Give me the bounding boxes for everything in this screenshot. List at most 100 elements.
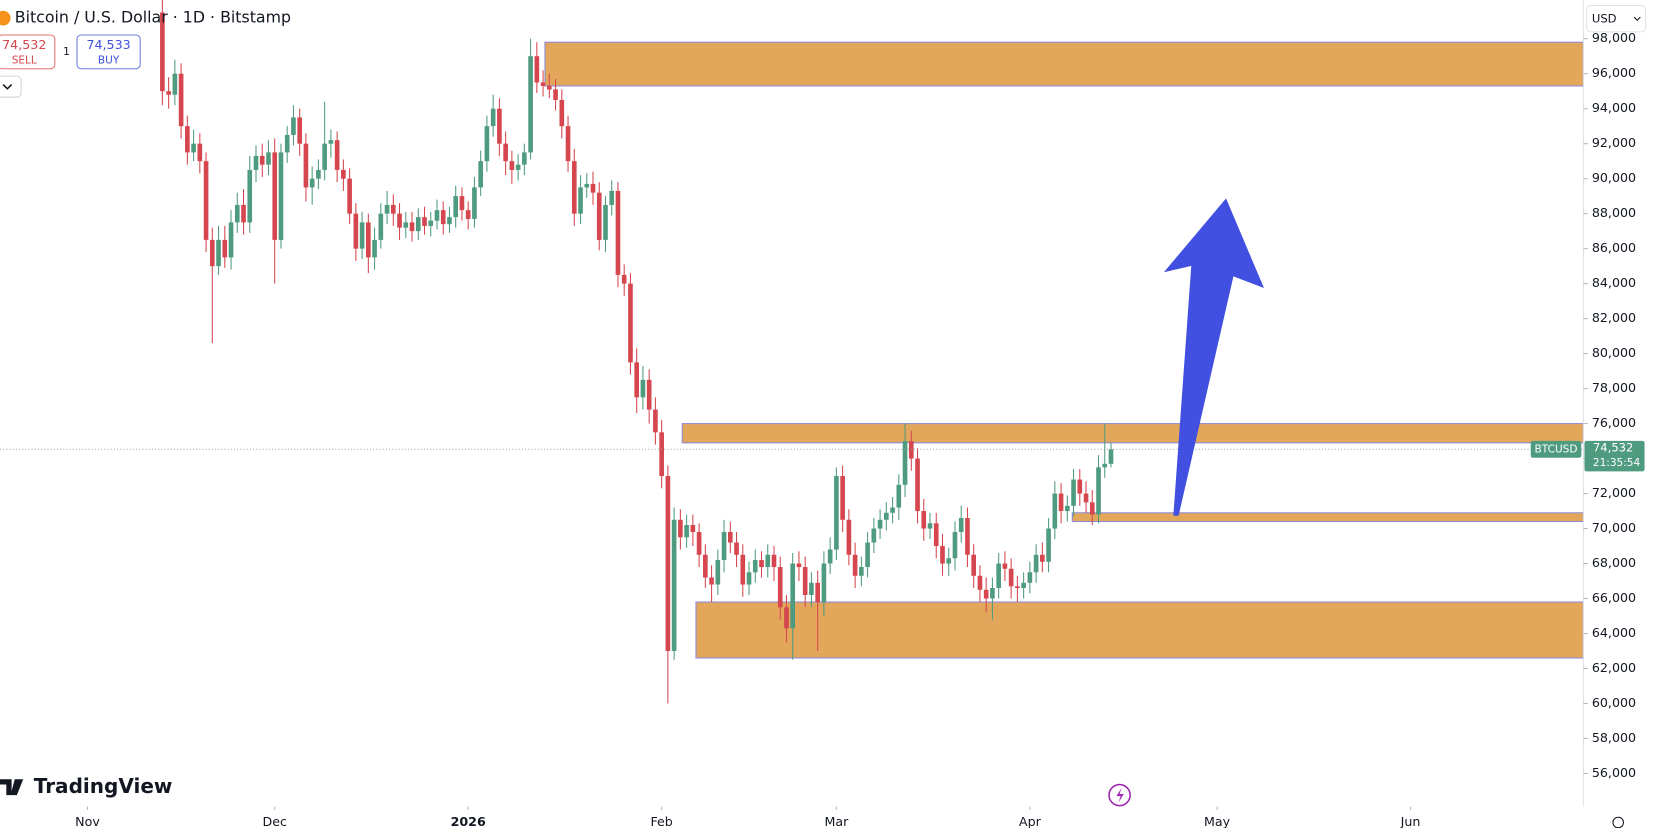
candle-body [359, 222, 365, 249]
y-tick-label: 92,000 [1592, 135, 1636, 150]
candle-body [322, 143, 327, 170]
candle-body [197, 143, 203, 162]
candle-body [328, 140, 334, 144]
candle-body [509, 161, 515, 170]
y-tick-label: 82,000 [1592, 310, 1636, 325]
candle-body [777, 567, 783, 608]
currency-dropdown[interactable] [1586, 4, 1647, 33]
candle-body [965, 518, 970, 555]
candle-body [540, 82, 546, 86]
candle-body [384, 204, 390, 214]
candle-body [1046, 528, 1051, 562]
candle-body [234, 204, 240, 223]
y-tick-label: 88,000 [1592, 205, 1636, 220]
x-tick-label: Nov [75, 814, 100, 828]
buy-button[interactable] [76, 34, 141, 70]
candle-body [1015, 586, 1020, 589]
candle-body [653, 409, 658, 433]
candle-body [790, 563, 796, 629]
candle-body [347, 178, 352, 214]
candle-body [596, 192, 602, 240]
zone [695, 601, 1584, 659]
candle-body [222, 239, 228, 258]
symbol-title: Bitcoin / U.S. Dollar · 1D · Bitstamp [15, 8, 291, 27]
zone [544, 41, 1584, 87]
candle-body [1077, 479, 1083, 494]
candle-body [228, 222, 234, 258]
candle-body [160, 12, 165, 92]
candle-body [578, 187, 583, 214]
candle-body [1027, 572, 1033, 583]
y-tick-label: 56,000 [1592, 765, 1636, 780]
candle-body [815, 582, 820, 603]
y-tick-label: 60,000 [1592, 695, 1636, 710]
candle-body [996, 563, 1001, 589]
candle-body [209, 239, 215, 267]
candle-body [1033, 554, 1039, 573]
candle-body [746, 572, 752, 585]
settings-icon[interactable] [1612, 816, 1625, 828]
symbol-tag-label: BTCUSD [1535, 443, 1578, 455]
candle-body [434, 210, 440, 221]
y-tick-label: 98,000 [1592, 30, 1636, 45]
candle-body [316, 169, 321, 179]
candle-body [266, 152, 271, 165]
y-tick-label: 80,000 [1592, 345, 1636, 360]
x-tick-label: Feb [650, 814, 672, 828]
candle-body [821, 563, 827, 603]
candle-body [459, 196, 465, 211]
y-tick-label: 90,000 [1592, 170, 1636, 185]
candle-body [690, 525, 696, 533]
candle-body [284, 134, 290, 153]
candle-body [884, 512, 889, 520]
candle-body [621, 274, 627, 284]
candle-body [952, 532, 958, 559]
candle-body [297, 117, 303, 144]
candle-body [784, 607, 789, 629]
arrow-annotation [1163, 198, 1264, 516]
candle-body [703, 554, 708, 578]
sell-price: 74,532 [2, 37, 46, 52]
candle-body [684, 525, 689, 538]
candle-body [771, 554, 777, 568]
candle-body [185, 126, 190, 153]
candle-body [428, 220, 434, 226]
candle-body [696, 532, 702, 555]
candle-body [740, 554, 746, 585]
candle-body [1052, 493, 1058, 529]
candle-body [946, 558, 952, 564]
candle-body [515, 164, 521, 170]
candle-body [927, 523, 933, 529]
symbol-tag [1530, 440, 1582, 458]
candle-body [422, 217, 427, 226]
candle-body [958, 518, 964, 533]
x-tick-label: Jun [1400, 814, 1421, 828]
last-price-label: 74,532 [1593, 441, 1634, 455]
candle-body [397, 213, 402, 228]
candle-body [940, 546, 945, 564]
y-tick-label: 70,000 [1592, 520, 1636, 535]
candle-body [871, 528, 877, 543]
candle-body [309, 178, 315, 188]
candle-body [1021, 582, 1026, 589]
candle-body [503, 143, 508, 162]
candle-body [715, 560, 721, 585]
candle-body [1096, 467, 1101, 515]
sell-button[interactable] [0, 34, 56, 70]
candle-body [671, 519, 677, 651]
candle-body [465, 210, 471, 219]
candle-body [1089, 502, 1095, 515]
candle-body [584, 183, 590, 188]
candle-body [497, 108, 502, 144]
brand-name: TradingView [34, 774, 173, 798]
candle-body [453, 196, 459, 218]
candle-body [727, 532, 733, 543]
candle-body [802, 567, 808, 596]
lightning-icon [1116, 787, 1124, 803]
candle-body [646, 379, 652, 410]
candle-body [640, 379, 646, 398]
candle-body [546, 85, 552, 90]
currency: USD [1592, 12, 1617, 26]
candle-body [1108, 449, 1114, 464]
